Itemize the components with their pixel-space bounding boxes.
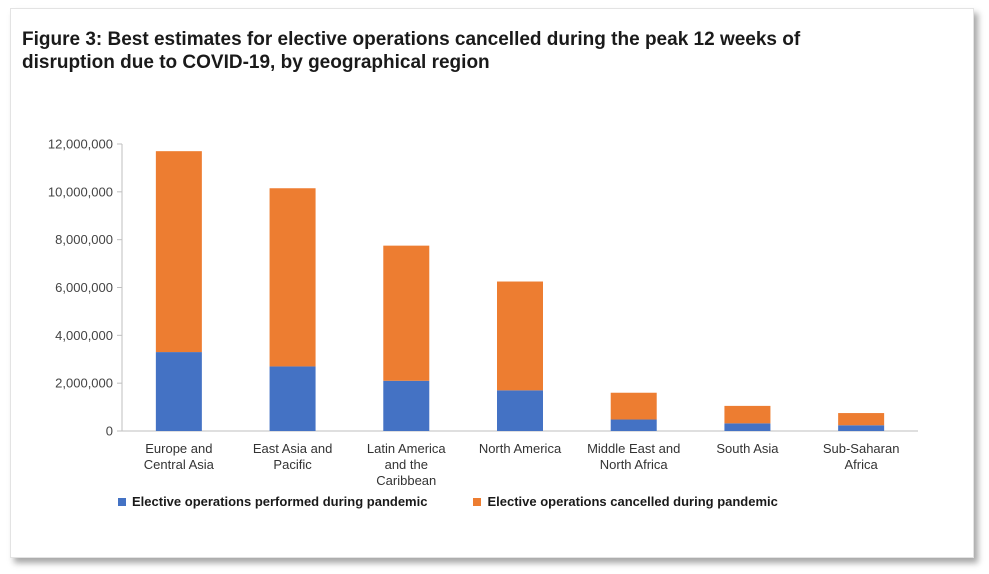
x-category-label: Sub-Saharan Africa (823, 441, 900, 472)
y-tick-label: 6,000,000 (55, 280, 113, 295)
x-category-label: East Asia and Pacific (253, 441, 333, 472)
x-category-label-line: Africa (845, 457, 879, 472)
bar-cancelled (497, 281, 543, 391)
x-category-label: North America (479, 441, 562, 456)
bar-performed (269, 366, 316, 431)
x-category-label-line: Central Asia (144, 457, 215, 472)
legend-label-performed: Elective operations performed during pan… (132, 494, 428, 509)
x-category-label-line: Middle East and (587, 441, 680, 456)
x-category-label: Latin America and the Caribbean (367, 441, 447, 488)
x-category-label-line: Europe and (145, 441, 212, 456)
bar-cancelled (269, 188, 316, 367)
bar-performed (838, 425, 885, 431)
legend-label-cancelled: Elective operations cancelled during pan… (487, 494, 778, 509)
bar-cancelled (155, 151, 202, 353)
bar-cancelled (838, 413, 885, 426)
y-tick-label: 4,000,000 (55, 328, 113, 343)
chart-title: Figure 3: Best estimates for elective op… (22, 28, 922, 74)
x-category-label: Middle East and North Africa (587, 441, 680, 472)
bar-cancelled (383, 245, 430, 381)
bar-cancelled (610, 392, 657, 420)
bar-performed (610, 419, 657, 431)
chart-legend: Elective operations performed during pan… (118, 494, 824, 509)
bar-performed (497, 390, 543, 431)
x-category-label-line: and the (385, 457, 428, 472)
x-category-label-line: South Asia (716, 441, 779, 456)
x-category-label-line: Sub-Saharan (823, 441, 900, 456)
y-tick-label: 10,000,000 (48, 184, 113, 199)
x-category-label: Europe and Central Asia (144, 441, 215, 472)
x-category-label-line: East Asia and (253, 441, 333, 456)
y-tick-label: 2,000,000 (55, 376, 113, 391)
y-tick-label: 12,000,000 (48, 137, 113, 152)
legend-swatch-performed (118, 497, 126, 506)
y-tick-label: 0 (106, 424, 113, 439)
bar-performed (155, 352, 202, 431)
bar-performed (383, 380, 430, 431)
chart-title-line-1: Figure 3: Best estimates for elective op… (22, 29, 801, 50)
legend-swatch-cancelled (473, 497, 482, 506)
y-tick-label: 8,000,000 (55, 232, 113, 247)
x-category-label-line: North America (479, 441, 562, 456)
x-category-label-line: Caribbean (376, 473, 436, 488)
legend-item-performed: Elective operations performed during pan… (118, 494, 427, 509)
x-category-label: South Asia (716, 441, 779, 456)
x-category-label-line: Pacific (273, 457, 312, 472)
legend-item-cancelled: Elective operations cancelled during pan… (473, 494, 778, 509)
bar-cancelled (724, 405, 771, 424)
x-category-label-line: North Africa (600, 457, 669, 472)
bar-performed (724, 423, 771, 431)
chart-title-line-2: disruption due to COVID-19, by geographi… (22, 52, 490, 73)
x-category-label-line: Latin America (367, 441, 447, 456)
